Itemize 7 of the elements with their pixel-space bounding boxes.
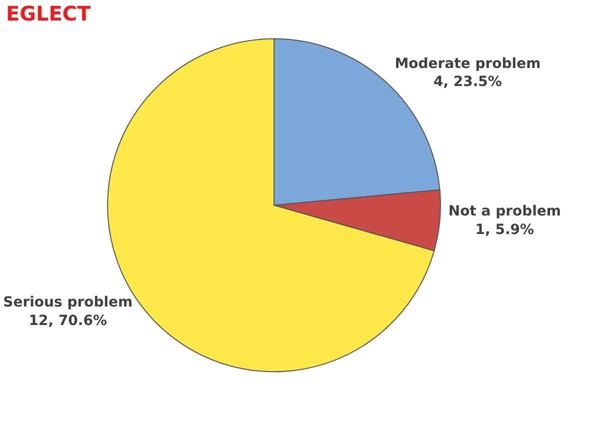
slice-label: Moderate problem [394,56,541,72]
slice-label: Not a problem [448,204,562,220]
data-label: 12, 70.6% [28,312,108,329]
data-label: 4, 23.5% [433,74,502,90]
chart-title: EGLECT [6,1,92,26]
slice-label: Serious problem [3,294,133,311]
data-label: 1, 5.9% [475,222,534,238]
